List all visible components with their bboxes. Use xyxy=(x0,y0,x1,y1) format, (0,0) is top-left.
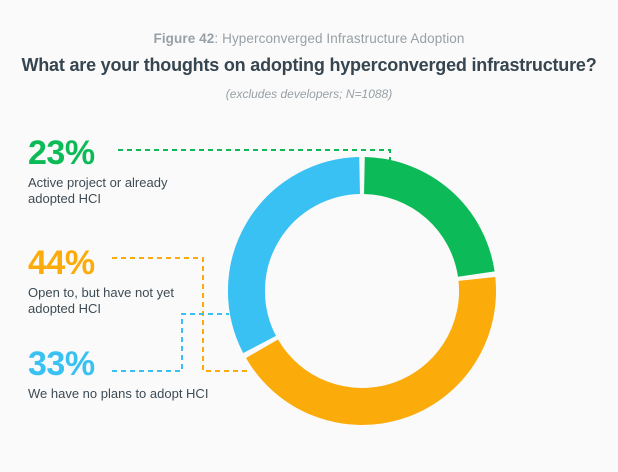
donut-slice-1 xyxy=(245,276,496,425)
chart-subtitle: (excludes developers; N=1088) xyxy=(225,87,393,101)
legend-value: 33% xyxy=(28,345,95,383)
legend-value: 23% xyxy=(28,134,95,172)
legend-item-open-to: 44% Open to, but have not yet adopted HC… xyxy=(28,244,213,316)
callout-line-0 xyxy=(118,149,391,161)
legend-item-no-plans: 33% We have no plans to adopt HCI xyxy=(28,345,288,402)
legend-label: We have no plans to adopt HCI xyxy=(28,386,209,401)
legend-value: 44% xyxy=(28,244,95,282)
figure-caption-text: : Hyperconverged Infrastructure Adoption xyxy=(214,31,465,46)
legend-label: Open to, but have not yet adopted HCI xyxy=(28,285,174,316)
donut-slice-0 xyxy=(363,157,495,278)
chart-title: What are your thoughts on adopting hyper… xyxy=(21,55,597,75)
legend-label: Active project or already adopted HCI xyxy=(28,175,168,206)
legend-item-active-project: 23% Active project or already adopted HC… xyxy=(28,134,203,206)
figure-caption: Figure 42: Hyperconverged Infrastructure… xyxy=(0,31,618,47)
figure-label: Figure 42 xyxy=(153,31,215,46)
donut-slice-2 xyxy=(228,157,361,354)
